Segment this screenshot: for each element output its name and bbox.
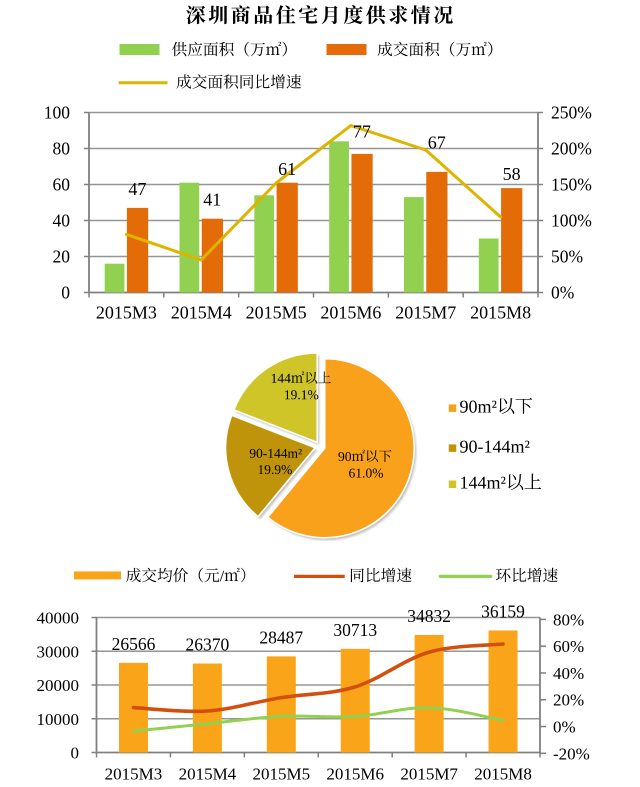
svg-text:61: 61 xyxy=(278,159,296,179)
svg-text:0: 0 xyxy=(61,283,70,303)
svg-text:20000: 20000 xyxy=(37,676,80,695)
svg-text:50%: 50% xyxy=(551,247,583,267)
svg-text:10000: 10000 xyxy=(37,710,80,729)
svg-text:80: 80 xyxy=(53,139,71,159)
svg-text:2015M7: 2015M7 xyxy=(400,765,458,784)
svg-text:41: 41 xyxy=(203,189,221,209)
svg-text:-20%: -20% xyxy=(553,744,590,763)
svg-text:77: 77 xyxy=(353,121,371,141)
svg-text:30000: 30000 xyxy=(37,642,80,661)
svg-text:2015M8: 2015M8 xyxy=(474,765,532,784)
svg-text:28487: 28487 xyxy=(259,628,303,648)
svg-text:67: 67 xyxy=(428,133,446,153)
svg-text:30713: 30713 xyxy=(333,620,377,640)
svg-text:26566: 26566 xyxy=(112,634,156,654)
svg-text:2015M3: 2015M3 xyxy=(105,765,163,784)
svg-text:26370: 26370 xyxy=(186,635,230,655)
svg-text:20%: 20% xyxy=(553,691,584,710)
svg-text:200%: 200% xyxy=(551,139,592,159)
svg-text:36159: 36159 xyxy=(481,602,525,622)
svg-text:58: 58 xyxy=(503,164,521,184)
svg-text:100: 100 xyxy=(44,103,71,123)
svg-text:0%: 0% xyxy=(553,718,576,737)
svg-text:2015M6: 2015M6 xyxy=(326,765,384,784)
svg-text:2015M4: 2015M4 xyxy=(179,765,237,784)
svg-text:60%: 60% xyxy=(553,637,584,656)
svg-text:100%: 100% xyxy=(551,211,592,231)
svg-text:0%: 0% xyxy=(551,283,574,303)
svg-text:20: 20 xyxy=(53,247,71,267)
svg-text:2015M7: 2015M7 xyxy=(395,303,456,323)
svg-text:34832: 34832 xyxy=(407,606,451,626)
svg-text:2015M8: 2015M8 xyxy=(470,303,531,323)
svg-text:2015M5: 2015M5 xyxy=(252,765,310,784)
svg-text:150%: 150% xyxy=(551,175,592,195)
svg-text:2015M3: 2015M3 xyxy=(96,303,157,323)
svg-text:40%: 40% xyxy=(553,664,584,683)
svg-text:47: 47 xyxy=(128,179,146,199)
svg-text:40: 40 xyxy=(53,211,71,231)
svg-text:60: 60 xyxy=(53,175,71,195)
svg-text:40000: 40000 xyxy=(37,609,80,628)
svg-text:2015M5: 2015M5 xyxy=(246,303,307,323)
svg-text:0: 0 xyxy=(71,744,80,763)
svg-text:2015M4: 2015M4 xyxy=(171,303,232,323)
svg-text:80%: 80% xyxy=(553,610,584,629)
svg-text:2015M6: 2015M6 xyxy=(320,303,381,323)
svg-text:250%: 250% xyxy=(551,103,592,123)
